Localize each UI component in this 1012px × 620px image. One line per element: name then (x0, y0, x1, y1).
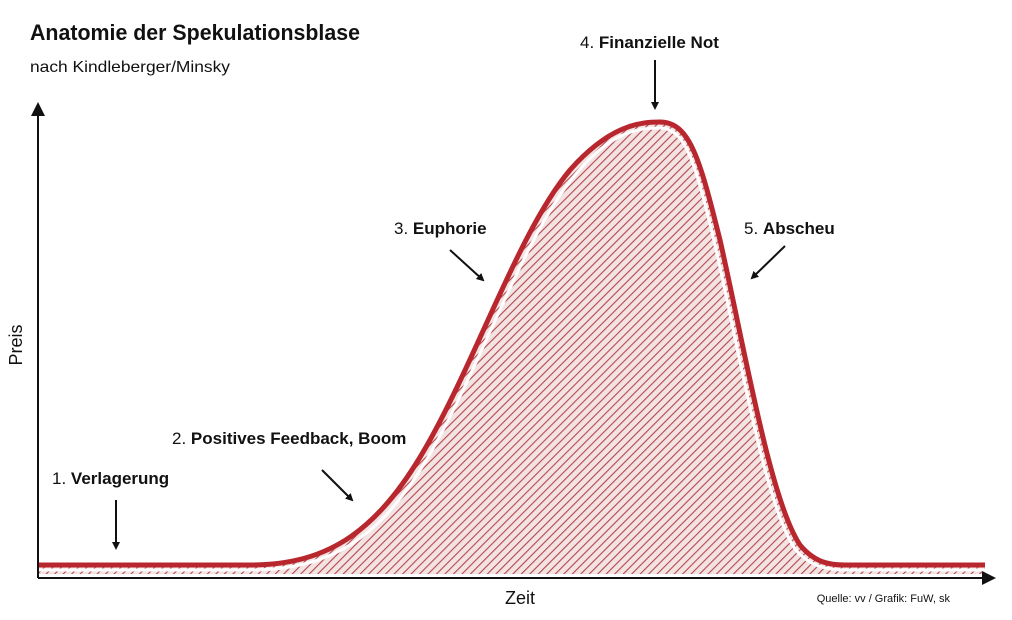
title: Anatomie der Spekulationsblase (30, 20, 360, 45)
bubble-area (38, 122, 985, 574)
stage-name: Verlagerung (71, 469, 169, 488)
stage-number: 4. (580, 33, 594, 52)
stage-label: 5. Abscheu (744, 219, 835, 238)
curve-outline (38, 126, 985, 572)
arrow (321, 469, 354, 502)
subtitle: nach Kindleberger/Minsky (30, 59, 230, 76)
price-curve (38, 119, 985, 568)
stage-label: 4. Finanzielle Not (580, 33, 719, 52)
stage-label: 2. Positives Feedback, Boom (172, 429, 406, 448)
x-axis-label: Zeit (505, 588, 535, 608)
y-axis-label: Preis (6, 324, 26, 365)
stage-number: 1. (52, 469, 66, 488)
stage-label: 1. Verlagerung (52, 469, 169, 488)
stage-label: 3. Euphorie (394, 219, 487, 238)
stage-name: Euphorie (413, 219, 487, 238)
stage-name: Abscheu (763, 219, 835, 238)
arrow (750, 245, 786, 280)
arrow (449, 249, 485, 282)
stage-number: 5. (744, 219, 758, 238)
stage-name: Positives Feedback, Boom (191, 429, 406, 448)
stage-name: Finanzielle Not (599, 33, 719, 52)
source: Quelle: vv / Grafik: FuW, sk (817, 593, 951, 605)
stage-number: 2. (172, 429, 186, 448)
stage-number: 3. (394, 219, 408, 238)
